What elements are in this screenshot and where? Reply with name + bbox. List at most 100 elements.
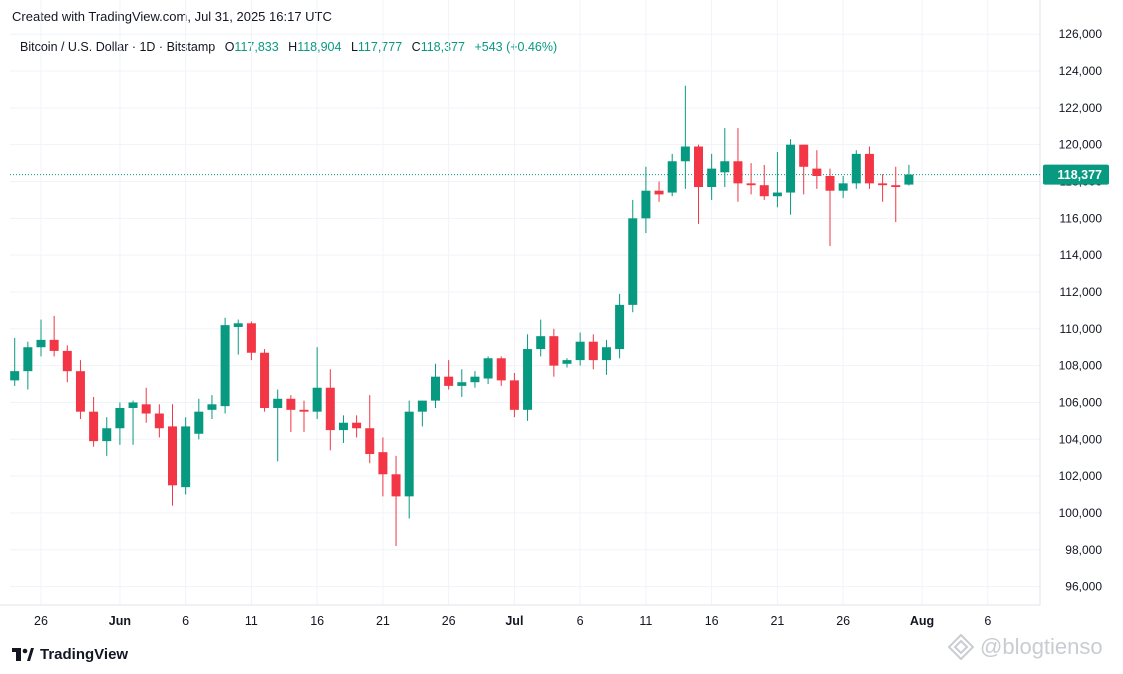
candle-body[interactable] xyxy=(338,422,348,431)
candle-body[interactable] xyxy=(588,341,598,361)
candle-body[interactable] xyxy=(141,404,151,414)
candle[interactable] xyxy=(772,152,782,208)
candle[interactable] xyxy=(128,400,138,445)
candle-body[interactable] xyxy=(799,144,809,167)
candle[interactable] xyxy=(233,319,243,355)
candle[interactable] xyxy=(246,321,256,361)
candle[interactable] xyxy=(220,317,230,414)
candle[interactable] xyxy=(260,349,270,412)
candle[interactable] xyxy=(904,164,914,186)
candle-body[interactable] xyxy=(62,350,72,372)
candle[interactable] xyxy=(746,163,756,195)
candle[interactable] xyxy=(141,387,151,423)
candle-body[interactable] xyxy=(680,146,690,162)
candle-body[interactable] xyxy=(102,428,112,442)
candle[interactable] xyxy=(615,293,625,359)
candle[interactable] xyxy=(588,334,598,370)
candle[interactable] xyxy=(352,415,362,438)
candle[interactable] xyxy=(628,199,638,313)
tradingview-logo[interactable]: TradingView xyxy=(12,646,128,663)
candle[interactable] xyxy=(36,319,46,357)
candle[interactable] xyxy=(812,150,822,189)
candle[interactable] xyxy=(457,369,467,397)
candle[interactable] xyxy=(864,146,874,189)
candle[interactable] xyxy=(181,417,191,495)
candle[interactable] xyxy=(75,360,85,420)
candle[interactable] xyxy=(115,402,125,445)
candle[interactable] xyxy=(799,144,809,195)
candle-body[interactable] xyxy=(233,323,243,327)
candle-body[interactable] xyxy=(312,387,322,412)
candle[interactable] xyxy=(168,404,177,506)
candle[interactable] xyxy=(483,356,493,385)
candle-body[interactable] xyxy=(720,161,730,173)
candle-body[interactable] xyxy=(154,413,164,429)
candle-body[interactable] xyxy=(378,452,388,475)
candle[interactable] xyxy=(470,371,480,388)
candle-body[interactable] xyxy=(523,349,533,410)
candle-body[interactable] xyxy=(549,336,559,366)
candle-body[interactable] xyxy=(536,336,546,350)
candle[interactable] xyxy=(878,174,888,202)
candle-body[interactable] xyxy=(286,398,296,410)
candle-body[interactable] xyxy=(194,411,204,434)
candle-body[interactable] xyxy=(457,382,467,386)
candle-body[interactable] xyxy=(220,325,230,407)
candle-body[interactable] xyxy=(431,376,440,401)
time-axis[interactable]: 26 Jun 6 11 16 21 26 Jul 6 11 16 21 26 Aug 6 xyxy=(34,614,991,628)
candle[interactable] xyxy=(720,128,730,188)
candle[interactable] xyxy=(707,153,717,200)
candle-body[interactable] xyxy=(352,422,362,429)
candle-body[interactable] xyxy=(417,400,427,412)
candle[interactable] xyxy=(575,332,585,366)
candle-body[interactable] xyxy=(404,411,414,497)
candle[interactable] xyxy=(338,415,348,443)
candle-body[interactable] xyxy=(746,183,756,186)
candle-body[interactable] xyxy=(168,426,177,486)
candle-body[interactable] xyxy=(181,426,191,488)
candle[interactable] xyxy=(654,181,664,202)
candle-body[interactable] xyxy=(207,404,217,410)
candle[interactable] xyxy=(286,395,296,432)
candle-body[interactable] xyxy=(851,153,861,184)
candle[interactable] xyxy=(23,341,33,390)
candle[interactable] xyxy=(601,339,611,375)
candle-body[interactable] xyxy=(299,409,309,412)
candle[interactable] xyxy=(536,319,546,357)
candle-body[interactable] xyxy=(260,352,270,408)
candle[interactable] xyxy=(417,400,427,427)
candle[interactable] xyxy=(694,144,703,224)
candle[interactable] xyxy=(680,85,690,189)
candle[interactable] xyxy=(496,356,506,386)
candle-body[interactable] xyxy=(615,304,625,350)
candle[interactable] xyxy=(509,373,519,418)
candle-body[interactable] xyxy=(601,347,611,361)
candle-body[interactable] xyxy=(273,398,283,408)
candle-body[interactable] xyxy=(10,371,20,381)
candle[interactable] xyxy=(154,404,164,438)
candle-body[interactable] xyxy=(878,183,888,186)
candle-body[interactable] xyxy=(864,153,874,184)
candle-body[interactable] xyxy=(812,168,822,176)
candle[interactable] xyxy=(891,166,901,223)
candle-body[interactable] xyxy=(509,380,519,410)
candle-body[interactable] xyxy=(641,190,651,219)
candle-body[interactable] xyxy=(825,175,835,191)
candle-body[interactable] xyxy=(246,323,256,353)
candles[interactable] xyxy=(10,85,914,547)
candle-body[interactable] xyxy=(483,358,493,379)
candle[interactable] xyxy=(312,347,322,420)
candle[interactable] xyxy=(10,338,20,386)
candle[interactable] xyxy=(523,334,533,421)
candle[interactable] xyxy=(378,437,388,497)
candle[interactable] xyxy=(299,400,309,432)
candle-body[interactable] xyxy=(444,376,454,386)
candle-body[interactable] xyxy=(759,185,769,197)
candle[interactable] xyxy=(838,175,848,199)
price-axis[interactable]: 96,000 98,000 100,000 102,000 104,000 106,000… xyxy=(1059,27,1103,593)
candle[interactable] xyxy=(404,400,414,519)
candle-body[interactable] xyxy=(89,411,99,442)
candle[interactable] xyxy=(325,369,335,451)
candle-body[interactable] xyxy=(115,407,125,429)
